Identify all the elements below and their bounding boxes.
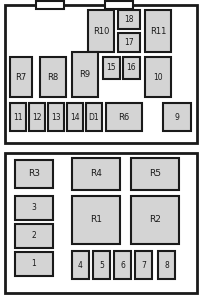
Bar [93,251,109,279]
Text: 4: 4 [78,260,83,269]
Text: 7: 7 [140,260,145,269]
Bar [162,103,190,131]
Text: 6: 6 [119,260,124,269]
Bar [87,10,114,52]
Text: 13: 13 [51,112,61,122]
Bar [104,1,132,9]
Text: 5: 5 [99,260,103,269]
Bar [10,103,26,131]
Text: 15: 15 [106,64,116,73]
Bar [15,160,53,188]
Bar [72,158,119,190]
Text: 16: 16 [126,64,136,73]
Bar [36,1,64,9]
Text: D1: D1 [88,112,99,122]
Text: R9: R9 [79,70,90,79]
Bar [105,103,141,131]
Bar [130,196,178,244]
Bar [48,103,64,131]
Text: R3: R3 [28,169,40,178]
Bar [15,196,53,220]
Bar [10,57,32,97]
Text: 1: 1 [32,260,36,268]
Bar [117,33,139,52]
Text: R11: R11 [149,26,165,35]
Bar [102,57,119,79]
Text: R5: R5 [148,169,160,178]
Text: 17: 17 [124,38,133,47]
Bar [114,251,130,279]
Text: R1: R1 [89,215,101,224]
Bar [15,252,53,276]
Text: 14: 14 [70,112,79,122]
Bar [15,224,53,248]
Text: 11: 11 [13,112,23,122]
Bar [144,57,170,97]
Bar [86,103,101,131]
Text: R6: R6 [118,112,129,122]
Text: R2: R2 [148,215,160,224]
Text: R10: R10 [92,26,109,35]
Text: 10: 10 [153,73,162,82]
Bar [134,251,151,279]
Text: R7: R7 [15,73,26,82]
Bar [67,103,83,131]
Bar [29,103,45,131]
Bar [40,57,66,97]
Bar [72,251,88,279]
Bar [5,153,196,293]
Bar [72,52,98,97]
Text: R8: R8 [47,73,58,82]
Bar [130,158,178,190]
Text: 2: 2 [32,232,36,241]
Bar [117,10,139,29]
Bar [157,251,174,279]
Text: 12: 12 [32,112,42,122]
Text: 3: 3 [31,203,36,212]
Bar [122,57,139,79]
Text: 9: 9 [174,112,179,122]
Text: 8: 8 [163,260,168,269]
Text: R4: R4 [90,169,101,178]
Text: 18: 18 [124,15,133,24]
Bar [5,5,196,143]
Bar [144,10,170,52]
Bar [72,196,119,244]
